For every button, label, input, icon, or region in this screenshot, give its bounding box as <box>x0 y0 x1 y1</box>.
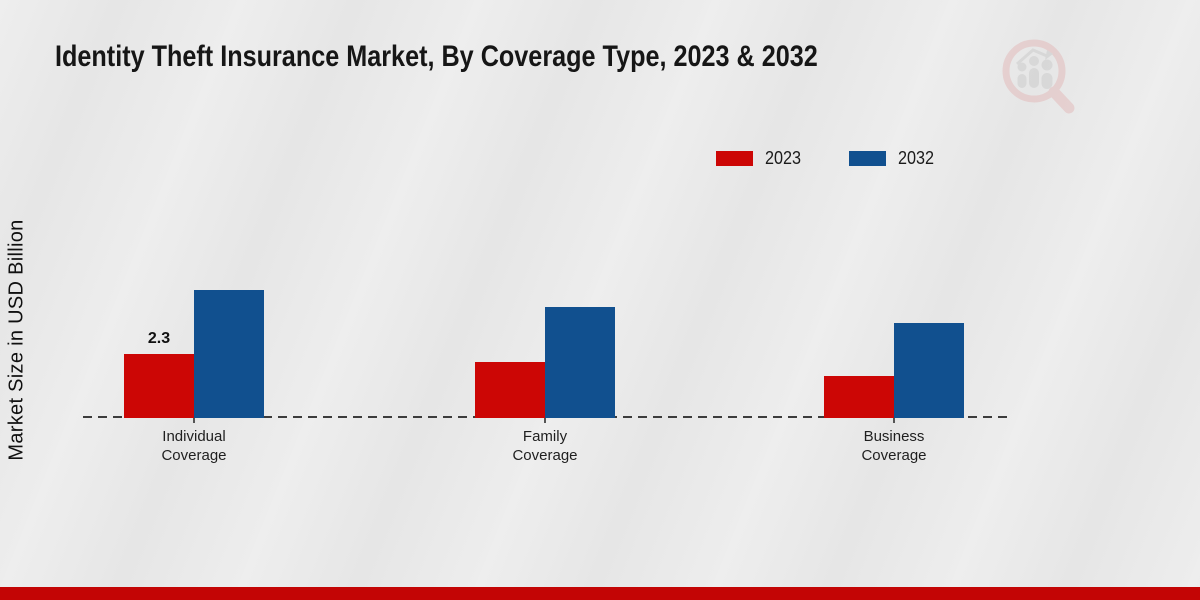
legend: 2023 2032 <box>716 148 938 169</box>
y-axis-label: Market Size in USD Billion <box>5 219 28 461</box>
legend-swatch-2023 <box>716 151 753 166</box>
bar-2032-business-coverage <box>894 323 964 418</box>
legend-entry-2032: 2032 <box>849 148 938 169</box>
bar-value-label: 2.3 <box>147 330 171 347</box>
legend-label-2023: 2023 <box>765 148 802 168</box>
bar-2032-family-coverage <box>545 307 615 418</box>
bar-2023-individual-coverage <box>124 354 194 418</box>
category-label-family-coverage: Family Coverage <box>512 428 578 464</box>
category-label-individual-coverage: Individual Coverage <box>161 428 227 464</box>
category-label-business-coverage: Business Coverage <box>861 428 927 464</box>
bar-2023-business-coverage <box>824 376 894 418</box>
legend-label-2032: 2032 <box>898 148 935 168</box>
x-tick-family-coverage <box>544 418 546 423</box>
legend-entry-2023: 2023 <box>716 148 805 169</box>
x-tick-business-coverage <box>893 418 895 423</box>
chart-title: Identity Theft Insurance Market, By Cove… <box>55 40 818 73</box>
bar-2032-individual-coverage <box>194 290 264 418</box>
bar-2023-family-coverage <box>475 362 545 418</box>
footer-accent-bar <box>0 587 1200 600</box>
legend-swatch-2032 <box>849 151 887 166</box>
x-tick-individual-coverage <box>193 418 195 423</box>
magnifier-bar-chart-logo-icon <box>1002 39 1075 114</box>
